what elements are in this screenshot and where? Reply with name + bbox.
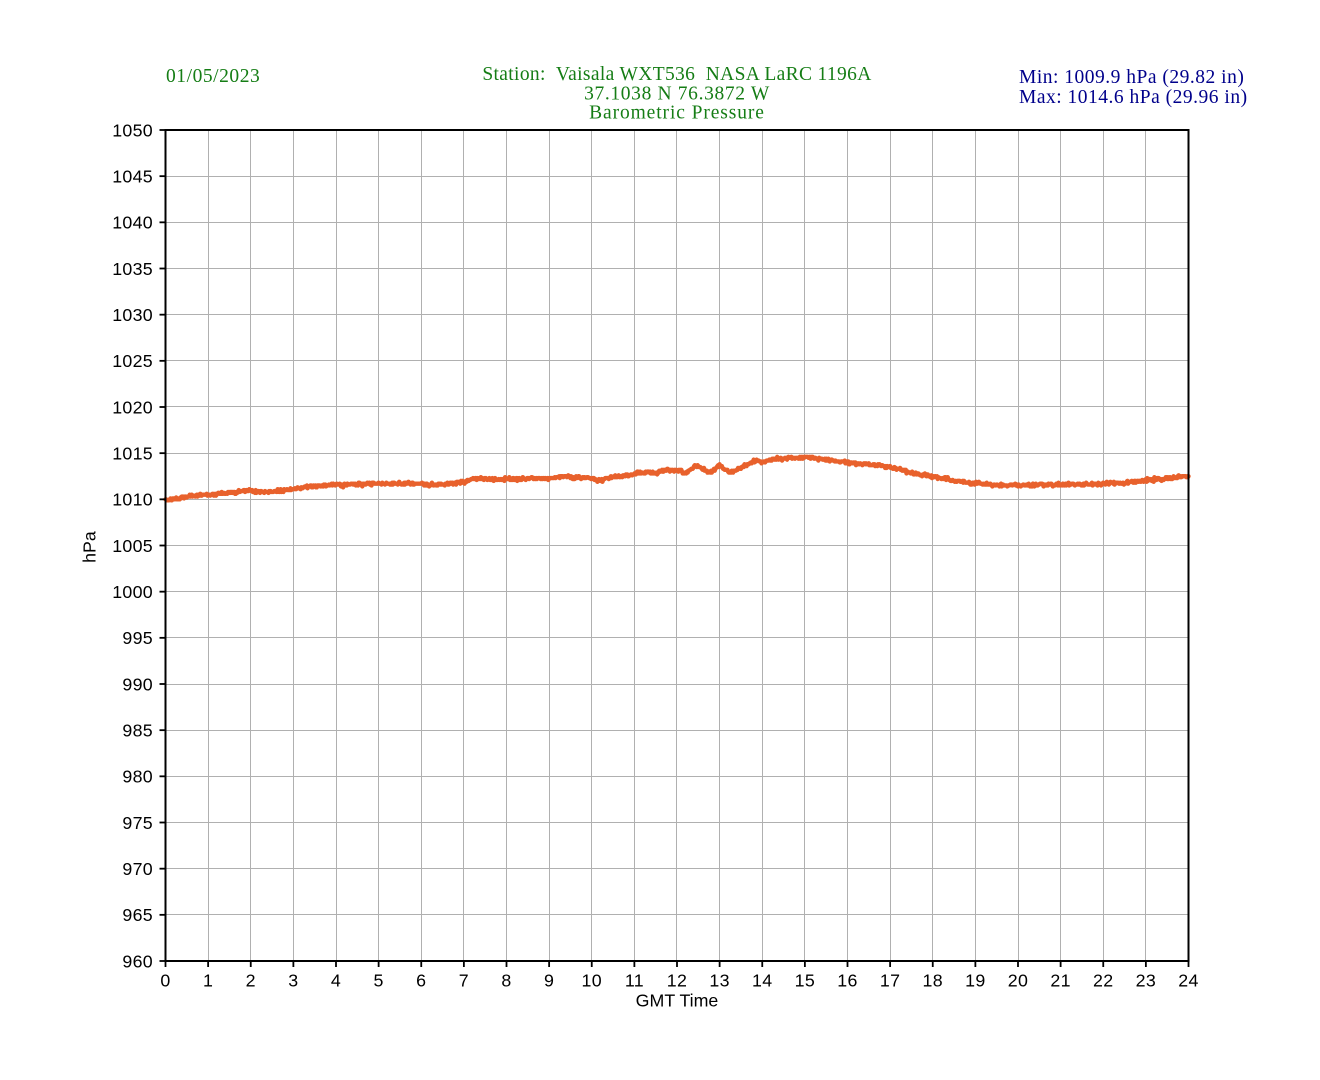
svg-text:2: 2 (246, 971, 256, 991)
svg-text:7: 7 (459, 971, 469, 991)
svg-text:975: 975 (122, 813, 153, 833)
svg-text:01/05/2023: 01/05/2023 (166, 66, 260, 87)
svg-text:1030: 1030 (112, 305, 153, 325)
svg-text:16: 16 (837, 971, 857, 991)
svg-text:Min: 1009.9 hPa (29.82 in): Min: 1009.9 hPa (29.82 in) (1019, 67, 1244, 88)
svg-text:5: 5 (374, 971, 384, 991)
svg-text:1050: 1050 (112, 120, 153, 140)
svg-text:19: 19 (965, 971, 985, 991)
svg-text:960: 960 (122, 951, 153, 971)
svg-text:1015: 1015 (112, 443, 153, 463)
svg-text:1010: 1010 (112, 490, 153, 510)
svg-text:995: 995 (122, 628, 153, 648)
svg-text:0: 0 (160, 971, 170, 991)
svg-text:6: 6 (416, 971, 426, 991)
svg-text:Barometric Pressure: Barometric Pressure (589, 103, 765, 124)
svg-text:1020: 1020 (112, 397, 153, 417)
svg-text:3: 3 (288, 971, 298, 991)
svg-text:18: 18 (923, 971, 943, 991)
svg-text:Max: 1014.6 hPa (29.96 in): Max: 1014.6 hPa (29.96 in) (1019, 87, 1248, 108)
svg-text:14: 14 (752, 971, 772, 991)
svg-text:hPa: hPa (80, 531, 100, 563)
svg-text:1000: 1000 (112, 582, 153, 602)
svg-text:20: 20 (1008, 971, 1028, 991)
svg-text:9: 9 (544, 971, 554, 991)
svg-text:15: 15 (795, 971, 815, 991)
svg-text:22: 22 (1093, 971, 1113, 991)
svg-text:980: 980 (122, 767, 153, 787)
svg-text:GMT Time: GMT Time (636, 991, 719, 1011)
svg-text:13: 13 (709, 971, 729, 991)
svg-text:1040: 1040 (112, 213, 153, 233)
svg-text:12: 12 (667, 971, 687, 991)
svg-text:21: 21 (1050, 971, 1070, 991)
svg-text:1035: 1035 (112, 259, 153, 279)
svg-text:8: 8 (501, 971, 511, 991)
svg-text:990: 990 (122, 674, 153, 694)
svg-text:1025: 1025 (112, 351, 153, 371)
svg-text:Station: Vaisala WXT536 NASA: Station: Vaisala WXT536 NASA LaRC 1196A (482, 64, 871, 85)
svg-text:10: 10 (582, 971, 602, 991)
svg-text:37.1038 N 76.3872 W: 37.1038 N 76.3872 W (584, 84, 770, 105)
svg-text:1: 1 (203, 971, 213, 991)
svg-text:1045: 1045 (112, 166, 153, 186)
svg-text:24: 24 (1178, 971, 1198, 991)
svg-text:970: 970 (122, 859, 153, 879)
svg-text:23: 23 (1136, 971, 1156, 991)
svg-text:965: 965 (122, 905, 153, 925)
svg-text:11: 11 (625, 971, 644, 991)
svg-text:4: 4 (331, 971, 341, 991)
svg-text:985: 985 (122, 720, 153, 740)
svg-text:1005: 1005 (112, 536, 153, 556)
svg-text:17: 17 (880, 971, 900, 991)
